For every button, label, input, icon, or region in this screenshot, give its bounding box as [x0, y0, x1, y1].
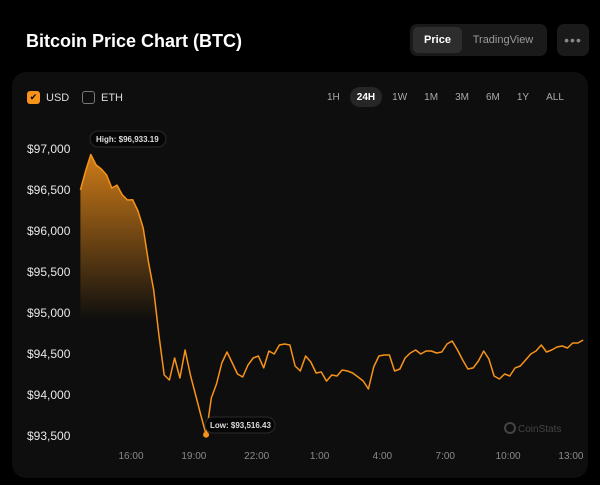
x-tick-label: 10:00	[496, 451, 521, 462]
view-toggle: Price TradingView	[410, 24, 547, 56]
eth-label: ETH	[101, 91, 123, 104]
y-tick-label: $94,500	[27, 347, 71, 361]
checkmark-icon: ✔	[27, 91, 40, 104]
range-3m[interactable]: 3M	[455, 91, 469, 103]
x-tick-label: 4:00	[373, 451, 393, 462]
tab-price[interactable]: Price	[413, 27, 462, 53]
range-all[interactable]: ALL	[546, 91, 564, 103]
low-label: Low: $93,516.43	[210, 421, 271, 430]
x-tick-label: 1:00	[310, 451, 330, 462]
usd-checkbox[interactable]: ✔ USD	[27, 91, 69, 104]
low-annotation: Low: $93,516.43	[204, 416, 276, 434]
y-tick-label: $95,000	[27, 306, 71, 320]
high-annotation: High: $96,933.19	[89, 130, 167, 148]
coinstats-watermark: CoinStats	[504, 422, 561, 435]
price-line	[79, 153, 584, 436]
high-label: High: $96,933.19	[96, 135, 159, 144]
y-tick-label: $97,000	[27, 142, 71, 156]
y-tick-label: $96,000	[27, 224, 71, 238]
tab-tradingview[interactable]: TradingView	[472, 34, 534, 46]
x-tick-label: 7:00	[436, 451, 456, 462]
range-1w[interactable]: 1W	[392, 91, 408, 103]
range-1y[interactable]: 1Y	[516, 91, 530, 103]
range-selector: 1H 24H 1W 1M 3M 6M 1Y ALL	[320, 87, 574, 107]
y-tick-label: $95,500	[27, 265, 71, 279]
range-1h[interactable]: 1H	[327, 91, 340, 103]
eth-checkbox[interactable]: ETH	[82, 91, 123, 104]
range-24h[interactable]: 24H	[349, 87, 383, 107]
coinstats-logo-icon	[504, 422, 516, 434]
y-tick-label: $93,500	[27, 429, 71, 443]
price-area-fill	[80, 154, 584, 436]
usd-label: USD	[46, 91, 70, 104]
watermark-text: CoinStats	[518, 424, 561, 435]
more-options-button[interactable]: •••	[557, 24, 589, 56]
y-tick-label: $96,500	[27, 183, 71, 197]
y-tick-label: $94,000	[27, 388, 71, 402]
unchecked-box-icon	[82, 91, 95, 104]
range-1m[interactable]: 1M	[424, 91, 439, 103]
low-point	[203, 431, 210, 438]
range-6m[interactable]: 6M	[485, 91, 500, 103]
x-tick-label: 16:00	[118, 451, 143, 462]
page-title: Bitcoin Price Chart (BTC)	[26, 31, 243, 51]
x-tick-label: 13:00	[558, 451, 583, 462]
x-tick-label: 19:00	[181, 451, 206, 462]
x-tick-label: 22:00	[244, 451, 269, 462]
